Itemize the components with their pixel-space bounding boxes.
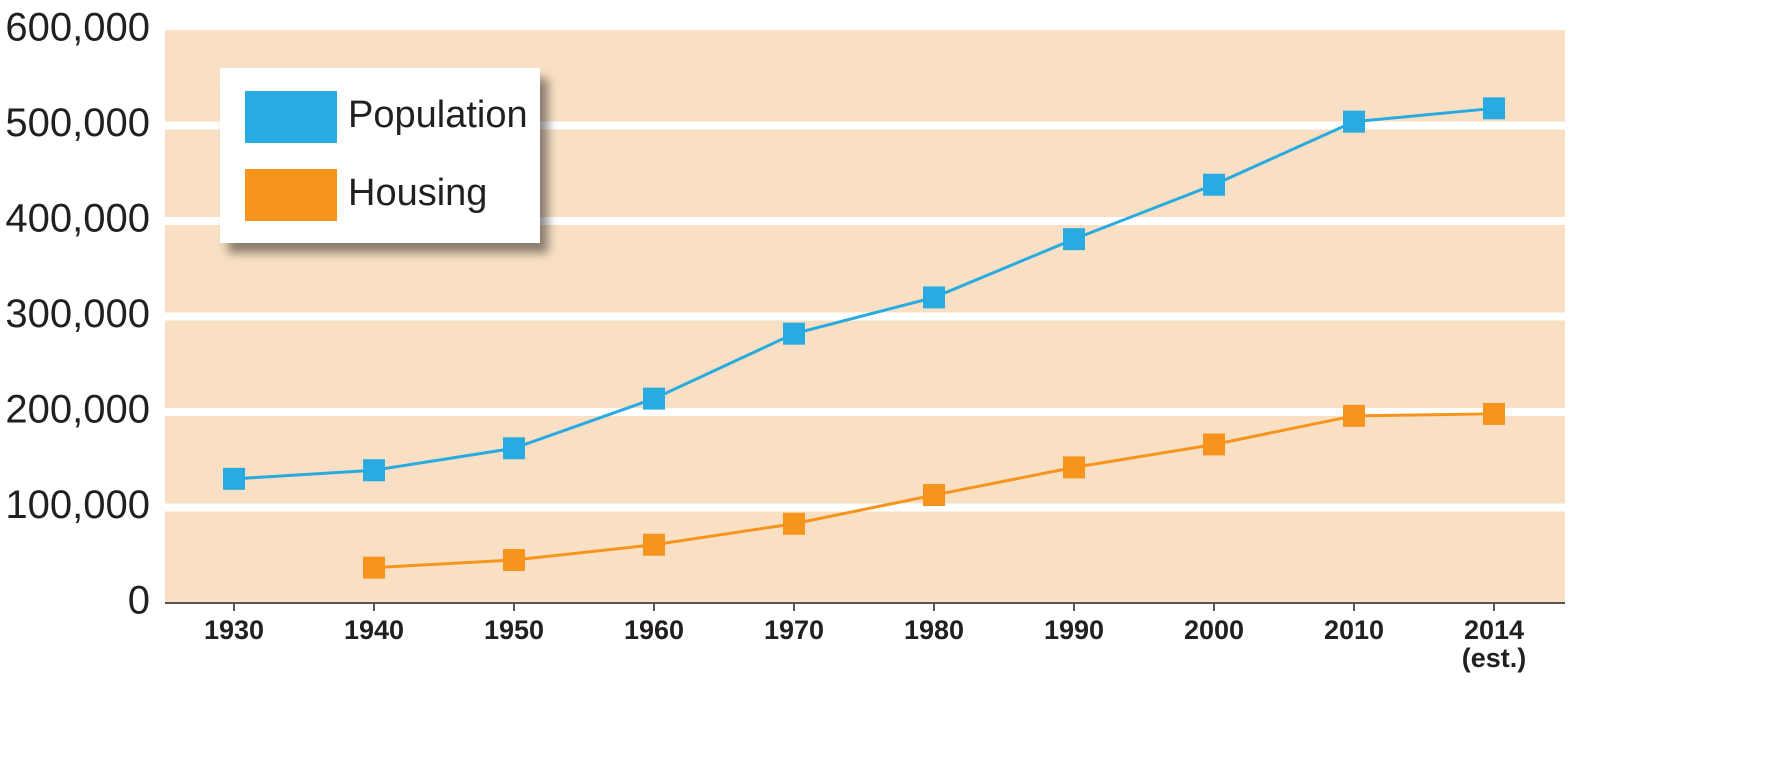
point-marker [783, 322, 805, 345]
x-tick-label: 2010 [1324, 615, 1384, 645]
point-marker [223, 467, 245, 490]
point-marker [1483, 97, 1505, 120]
y-tick-label: 600,000 [5, 6, 150, 50]
legend-label: Population [348, 94, 528, 136]
point-marker [1343, 404, 1365, 427]
y-tick-label: 100,000 [5, 483, 150, 527]
y-tick-label: 500,000 [5, 101, 150, 145]
point-marker [1483, 402, 1505, 425]
point-marker [363, 459, 385, 482]
point-marker [1063, 228, 1085, 251]
x-tick-label: 1980 [904, 615, 964, 645]
y-tick-label: 0 [128, 579, 150, 623]
y-tick-label: 200,000 [5, 388, 150, 432]
point-marker [503, 437, 525, 460]
point-marker [923, 484, 945, 507]
x-tick-label: 1930 [204, 615, 264, 645]
point-marker [643, 387, 665, 410]
point-marker [503, 549, 525, 572]
legend-swatch [245, 91, 337, 143]
x-tick-label: 2014 (est.) [1462, 615, 1527, 673]
x-tick-label: 1970 [764, 615, 824, 645]
x-tick-label: 1960 [624, 615, 684, 645]
series-line [233, 106, 1495, 481]
point-marker [1203, 433, 1225, 456]
point-marker [1063, 456, 1085, 479]
point-marker [1343, 110, 1365, 133]
point-marker [363, 556, 385, 579]
x-tick-label: 2000 [1184, 615, 1244, 645]
x-tick-label: 1940 [344, 615, 404, 645]
point-marker [1203, 173, 1225, 196]
y-tick-label: 300,000 [5, 292, 150, 336]
legend-label: Housing [348, 172, 487, 214]
point-marker [783, 512, 805, 535]
x-tick-label: 1990 [1044, 615, 1104, 645]
point-marker [923, 286, 945, 309]
y-tick-label: 400,000 [5, 197, 150, 241]
legend-swatch [245, 169, 337, 221]
x-tick-label: 1950 [484, 615, 544, 645]
point-marker [643, 533, 665, 556]
